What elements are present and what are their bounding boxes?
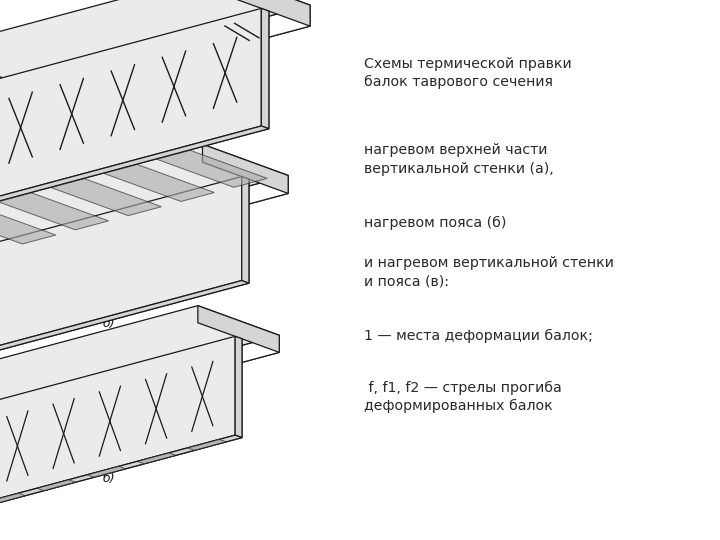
Polygon shape bbox=[202, 144, 288, 193]
Polygon shape bbox=[51, 179, 161, 215]
Polygon shape bbox=[0, 179, 288, 268]
Polygon shape bbox=[0, 435, 242, 509]
Text: 30...40: 30...40 bbox=[26, 198, 63, 208]
Text: б): б) bbox=[102, 472, 115, 485]
Text: нагревом верхней части
вертикальной стенки (а),: нагревом верхней части вертикальной стен… bbox=[364, 143, 554, 176]
Text: f, f1, f2 — стрелы прогиба
деформированных балок: f, f1, f2 — стрелы прогиба деформированн… bbox=[364, 381, 562, 413]
Text: а): а) bbox=[116, 164, 128, 177]
Polygon shape bbox=[0, 306, 279, 406]
Polygon shape bbox=[188, 440, 226, 450]
Polygon shape bbox=[0, 281, 249, 357]
Polygon shape bbox=[198, 306, 279, 353]
Polygon shape bbox=[0, 339, 242, 509]
Polygon shape bbox=[0, 162, 242, 251]
Polygon shape bbox=[87, 466, 126, 477]
Polygon shape bbox=[0, 207, 55, 244]
Polygon shape bbox=[235, 336, 242, 437]
Text: ...600: ...600 bbox=[0, 52, 15, 63]
Polygon shape bbox=[0, 179, 249, 357]
Polygon shape bbox=[0, 11, 310, 104]
Text: ~500: ~500 bbox=[171, 178, 199, 187]
Polygon shape bbox=[0, 0, 310, 83]
Polygon shape bbox=[0, 0, 261, 86]
Text: f: f bbox=[129, 235, 146, 256]
Text: 1 — места деформации балок;: 1 — места деформации балок; bbox=[364, 329, 593, 343]
Polygon shape bbox=[0, 11, 269, 207]
Polygon shape bbox=[0, 339, 279, 423]
Text: f₂: f₂ bbox=[40, 448, 63, 475]
Polygon shape bbox=[0, 336, 235, 506]
Text: 500: 500 bbox=[0, 42, 10, 51]
Text: f₁: f₁ bbox=[110, 217, 132, 229]
Polygon shape bbox=[0, 177, 242, 355]
Polygon shape bbox=[15, 335, 279, 423]
Polygon shape bbox=[37, 480, 76, 491]
Polygon shape bbox=[242, 177, 249, 283]
Polygon shape bbox=[18, 5, 310, 104]
Polygon shape bbox=[220, 0, 310, 26]
Text: б): б) bbox=[103, 317, 115, 330]
Text: 30°: 30° bbox=[267, 0, 287, 8]
Polygon shape bbox=[104, 165, 215, 201]
Polygon shape bbox=[138, 453, 176, 464]
Polygon shape bbox=[0, 9, 261, 204]
Polygon shape bbox=[261, 9, 269, 129]
Text: нагревом пояса (б): нагревом пояса (б) bbox=[364, 216, 506, 230]
Polygon shape bbox=[0, 126, 269, 207]
Text: f: f bbox=[166, 33, 182, 62]
Polygon shape bbox=[0, 144, 288, 250]
Polygon shape bbox=[157, 150, 267, 187]
Polygon shape bbox=[0, 323, 235, 407]
Polygon shape bbox=[0, 193, 109, 230]
Text: 1: 1 bbox=[142, 0, 163, 37]
Text: 30...40: 30...40 bbox=[225, 175, 261, 185]
Polygon shape bbox=[10, 176, 288, 268]
Text: и нагревом вертикальной стенки
и пояса (в):: и нагревом вертикальной стенки и пояса (… bbox=[364, 256, 613, 289]
Text: Схемы термической правки
балок таврового сечения: Схемы термической правки балок таврового… bbox=[364, 57, 571, 89]
Polygon shape bbox=[0, 493, 25, 504]
